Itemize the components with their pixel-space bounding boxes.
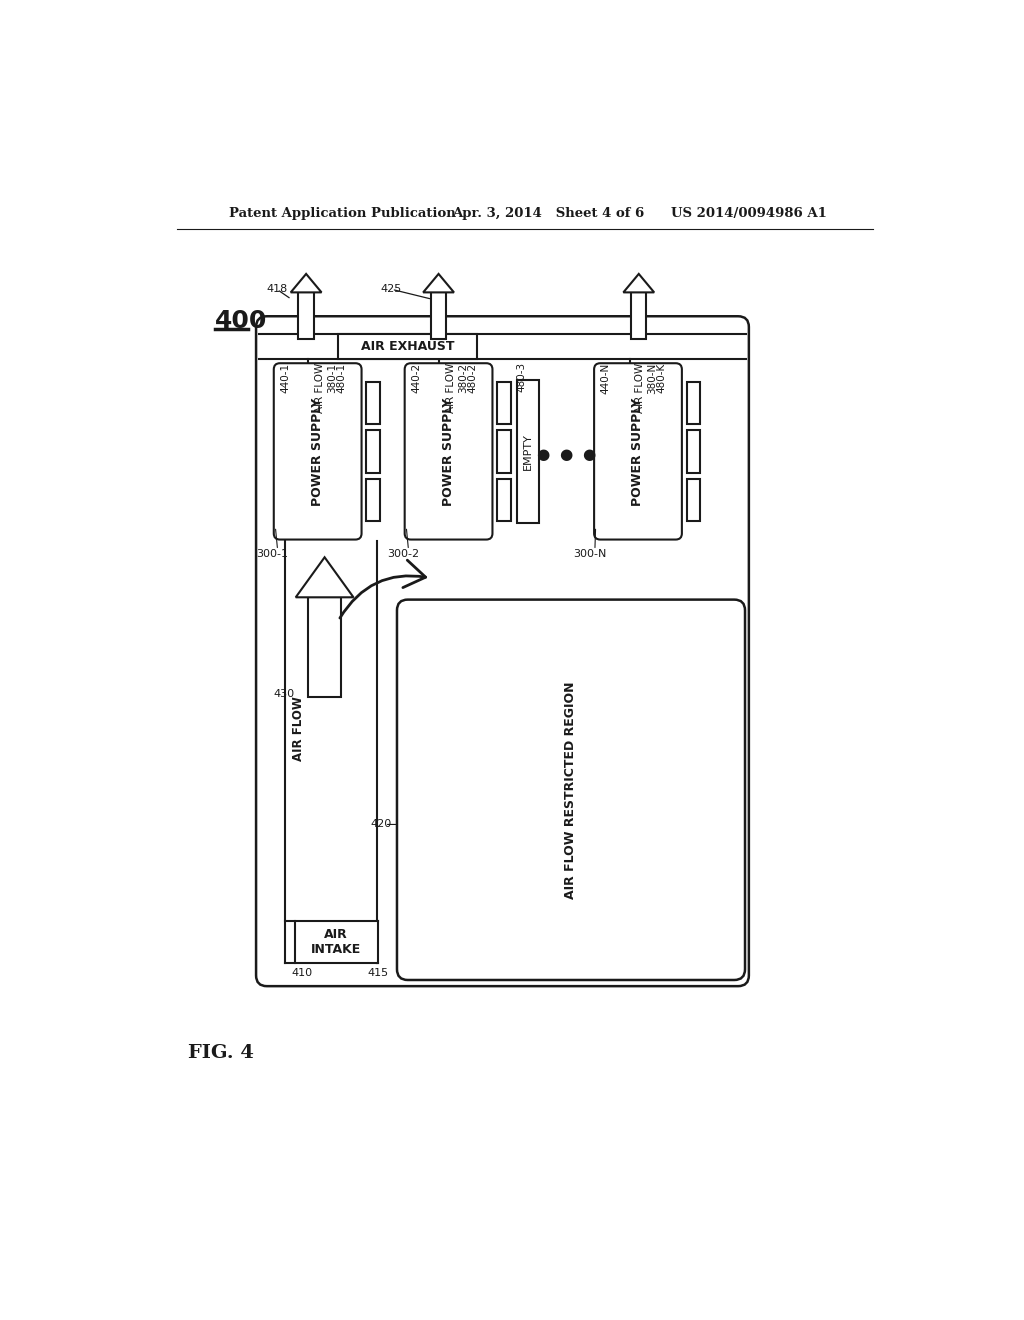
Text: 480-2: 480-2 [467, 363, 477, 393]
Text: 418: 418 [266, 284, 288, 294]
Text: 480-3: 480-3 [516, 362, 526, 392]
Text: AIR EXHAUST: AIR EXHAUST [361, 339, 455, 352]
Bar [497, 430, 511, 473]
Text: 380-2: 380-2 [458, 363, 468, 393]
Bar [367, 381, 380, 424]
Text: 440-2: 440-2 [412, 363, 421, 393]
Text: 420: 420 [371, 820, 392, 829]
Text: 400: 400 [215, 309, 267, 333]
Bar [298, 293, 313, 339]
Text: POWER SUPPLY: POWER SUPPLY [311, 397, 325, 506]
Bar [339, 334, 477, 359]
Text: AIR FLOW: AIR FLOW [635, 363, 645, 413]
Text: 300-1: 300-1 [256, 549, 288, 558]
Bar [686, 479, 700, 521]
Bar [295, 921, 378, 964]
Text: US 2014/0094986 A1: US 2014/0094986 A1 [671, 207, 827, 220]
Text: 440-N: 440-N [601, 363, 610, 395]
Text: 415: 415 [368, 969, 388, 978]
Text: AIR
INTAKE: AIR INTAKE [311, 928, 361, 956]
Polygon shape [296, 557, 353, 597]
Text: AIR FLOW RESTRICTED REGION: AIR FLOW RESTRICTED REGION [564, 681, 578, 899]
FancyBboxPatch shape [594, 363, 682, 540]
Bar [631, 293, 646, 339]
Text: 425: 425 [381, 284, 402, 294]
Text: 300-2: 300-2 [387, 549, 419, 558]
Text: 430: 430 [273, 689, 294, 698]
Text: 300-N: 300-N [573, 549, 606, 558]
Polygon shape [423, 275, 454, 293]
Bar [686, 381, 700, 424]
Polygon shape [624, 275, 654, 293]
FancyBboxPatch shape [397, 599, 745, 979]
Text: POWER SUPPLY: POWER SUPPLY [632, 397, 644, 506]
Text: FIG. 4: FIG. 4 [188, 1044, 254, 1061]
Text: EMPTY: EMPTY [523, 433, 532, 470]
Text: 440-1: 440-1 [281, 363, 291, 393]
Text: Patent Application Publication: Patent Application Publication [229, 207, 456, 220]
Text: AIR FLOW: AIR FLOW [292, 696, 305, 760]
Text: ●  ●  ●: ● ● ● [537, 447, 596, 462]
Bar [497, 479, 511, 521]
Bar [517, 380, 539, 523]
Text: 380-1: 380-1 [328, 363, 337, 393]
Text: Apr. 3, 2014   Sheet 4 of 6: Apr. 3, 2014 Sheet 4 of 6 [453, 207, 645, 220]
Text: 410: 410 [291, 969, 312, 978]
Text: 380-N: 380-N [647, 363, 657, 395]
Text: 480-K: 480-K [656, 363, 667, 393]
Bar [308, 597, 341, 697]
Bar [497, 381, 511, 424]
FancyBboxPatch shape [404, 363, 493, 540]
FancyBboxPatch shape [273, 363, 361, 540]
Bar [431, 293, 446, 339]
Polygon shape [291, 275, 322, 293]
Bar [367, 479, 380, 521]
Bar [686, 430, 700, 473]
Bar [367, 430, 380, 473]
Text: POWER SUPPLY: POWER SUPPLY [442, 397, 455, 506]
FancyBboxPatch shape [256, 317, 749, 986]
FancyArrowPatch shape [340, 560, 426, 618]
Text: AIR FLOW: AIR FLOW [315, 363, 325, 413]
Text: AIR FLOW: AIR FLOW [445, 363, 456, 413]
Text: 480-1: 480-1 [337, 363, 346, 393]
